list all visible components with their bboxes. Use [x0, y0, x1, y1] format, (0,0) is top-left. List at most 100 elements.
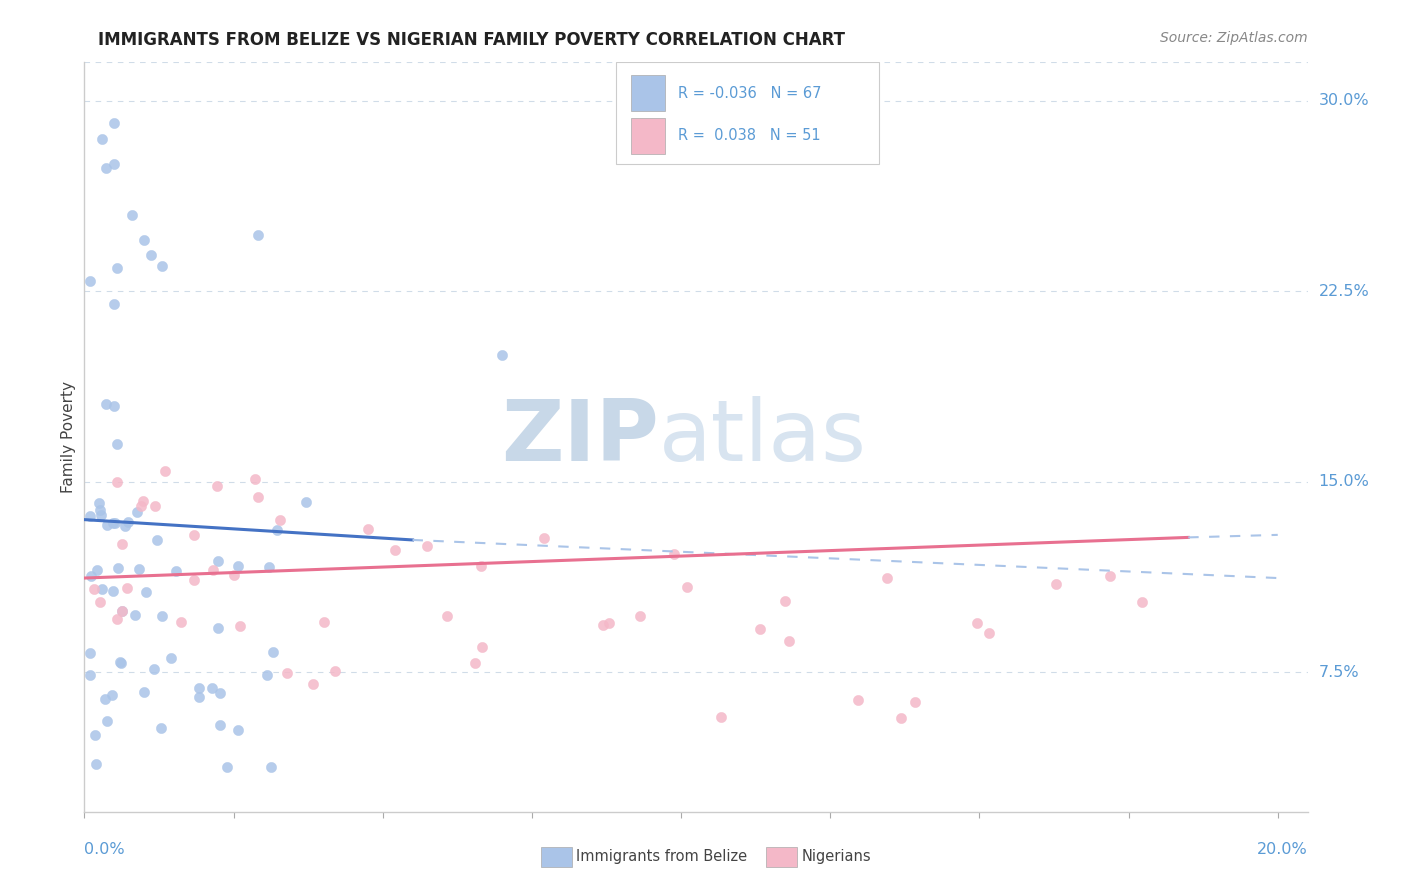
- Point: [201, 681, 224, 696]
- Point: [132, 494, 155, 508]
- Point: [84, 728, 107, 742]
- Point: [114, 518, 136, 533]
- Point: [295, 495, 318, 509]
- Point: [165, 564, 187, 578]
- Point: [256, 668, 278, 682]
- Point: [187, 690, 209, 704]
- Point: [128, 562, 150, 576]
- Point: [183, 528, 205, 542]
- Point: [470, 559, 492, 574]
- Point: [105, 437, 128, 451]
- Point: [224, 568, 246, 582]
- Point: [111, 604, 134, 618]
- Text: 30.0%: 30.0%: [1319, 93, 1369, 108]
- Point: [1130, 594, 1153, 608]
- Point: [105, 612, 128, 626]
- Point: [96, 161, 118, 175]
- Point: [111, 604, 134, 618]
- Point: [94, 692, 117, 706]
- Point: [710, 710, 733, 724]
- Point: [226, 723, 249, 737]
- Point: [96, 518, 118, 533]
- Point: [104, 516, 127, 530]
- Point: [86, 563, 108, 577]
- Point: [132, 233, 155, 247]
- Point: [83, 582, 105, 596]
- Point: [107, 260, 129, 275]
- Text: 7.5%: 7.5%: [1319, 665, 1360, 680]
- Point: [592, 618, 614, 632]
- Text: 0.0%: 0.0%: [84, 842, 125, 857]
- Point: [266, 523, 288, 537]
- Point: [117, 515, 139, 529]
- Text: R =  0.038   N = 51: R = 0.038 N = 51: [678, 128, 820, 144]
- Point: [628, 608, 651, 623]
- Point: [150, 608, 173, 623]
- Point: [150, 259, 173, 273]
- Point: [208, 718, 231, 732]
- Point: [257, 560, 280, 574]
- Point: [243, 472, 266, 486]
- Point: [101, 688, 124, 702]
- Point: [471, 640, 494, 654]
- Point: [357, 522, 380, 536]
- Point: [79, 667, 101, 681]
- Point: [127, 505, 149, 519]
- Point: [464, 656, 486, 670]
- Point: [91, 131, 114, 145]
- Point: [247, 490, 270, 504]
- Point: [384, 543, 406, 558]
- Point: [121, 208, 143, 222]
- Point: [662, 547, 685, 561]
- Point: [302, 676, 325, 690]
- Text: ZIP: ZIP: [502, 395, 659, 479]
- Point: [153, 464, 176, 478]
- Point: [143, 499, 166, 513]
- FancyBboxPatch shape: [631, 118, 665, 153]
- Point: [149, 722, 172, 736]
- Point: [269, 513, 291, 527]
- Point: [96, 714, 118, 728]
- Point: [207, 621, 229, 635]
- Point: [143, 662, 166, 676]
- Point: [229, 619, 252, 633]
- Point: [773, 594, 796, 608]
- Text: 15.0%: 15.0%: [1319, 474, 1369, 489]
- Point: [966, 616, 988, 631]
- Point: [103, 116, 125, 130]
- Point: [1045, 577, 1067, 591]
- Point: [89, 594, 111, 608]
- Point: [89, 503, 111, 517]
- Point: [598, 615, 620, 630]
- Point: [91, 582, 114, 596]
- Point: [207, 554, 229, 568]
- Point: [124, 607, 146, 622]
- Point: [977, 625, 1000, 640]
- Point: [79, 509, 101, 524]
- Point: [876, 571, 898, 585]
- Point: [260, 760, 283, 774]
- Point: [436, 609, 458, 624]
- Point: [415, 539, 437, 553]
- Point: [778, 634, 800, 648]
- FancyBboxPatch shape: [616, 62, 880, 163]
- Point: [676, 580, 699, 594]
- Point: [103, 399, 125, 413]
- Point: [115, 581, 138, 595]
- Point: [188, 681, 211, 696]
- Point: [101, 516, 124, 530]
- Point: [846, 693, 869, 707]
- Point: [110, 656, 132, 670]
- Point: [904, 695, 927, 709]
- Point: [105, 475, 128, 489]
- Point: [183, 573, 205, 587]
- Point: [145, 533, 167, 547]
- Point: [129, 500, 152, 514]
- Point: [276, 665, 298, 680]
- Point: [79, 646, 101, 660]
- Point: [89, 496, 111, 510]
- Point: [107, 561, 129, 575]
- Point: [108, 655, 131, 669]
- Point: [226, 559, 249, 574]
- Text: 20.0%: 20.0%: [1257, 842, 1308, 857]
